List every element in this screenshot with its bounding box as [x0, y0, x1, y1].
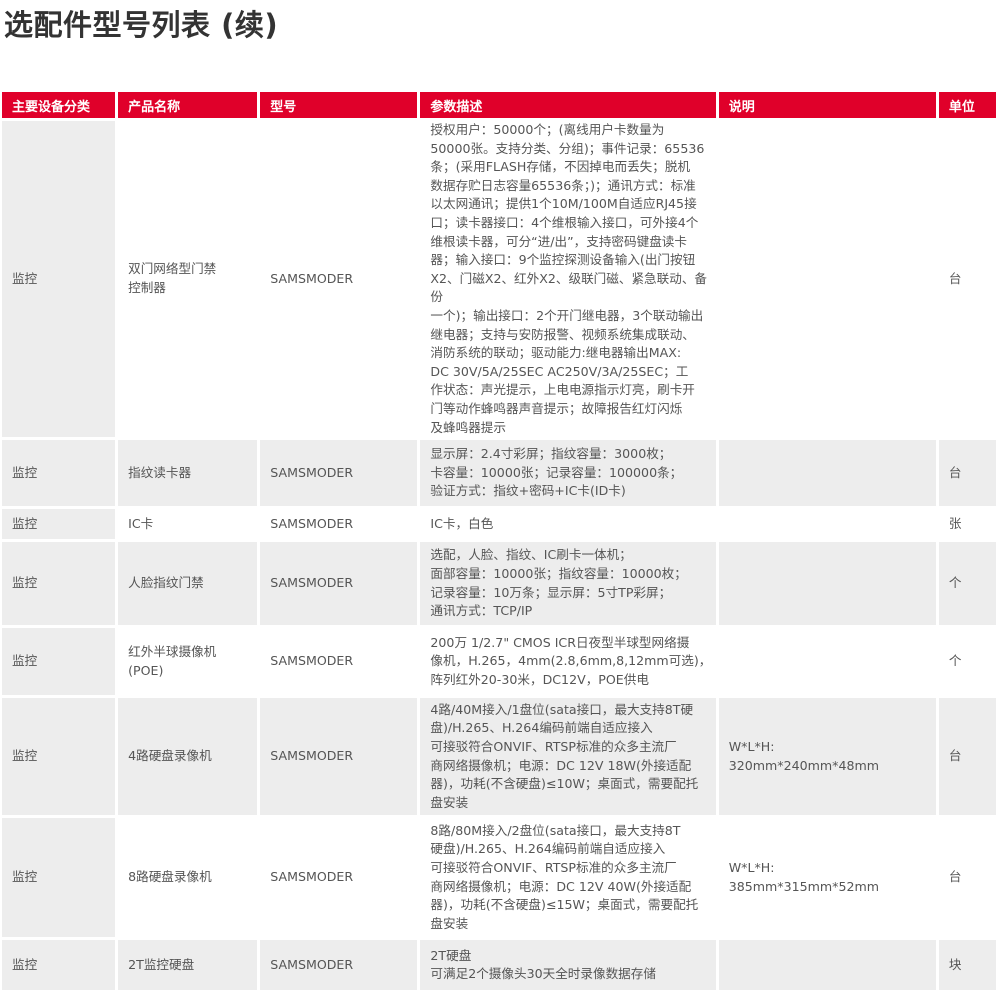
table-header: 主要设备分类 产品名称 型号 参数描述 说明 单位 — [2, 92, 996, 118]
cell-name: 2T监控硬盘 — [118, 940, 258, 991]
table-row: 监控 指纹读卡器 SAMSMODER 显示屏：2.4寸彩屏；指纹容量：3000枚； 卡… — [2, 440, 996, 507]
cell-category: 监控 — [2, 698, 116, 816]
cell-category: 监控 — [2, 509, 116, 540]
cell-model: SAMSMODER — [270, 653, 354, 669]
cell-name: 人脸指纹门禁 — [118, 542, 258, 626]
cell-unit: 台 — [948, 869, 962, 885]
cell-category: 监控 — [2, 940, 116, 991]
cell-model: SAMSMODER — [260, 698, 418, 816]
table-row: 监控 4路硬盘录像机 SAMSMODER 4路/40M接入/1盘位(sata接口，最大… — [2, 698, 996, 816]
cell-note — [718, 542, 936, 626]
cell-name: IC卡 — [128, 515, 154, 531]
cell-params: IC卡，白色 — [430, 515, 494, 531]
header-unit: 单位 — [938, 92, 996, 118]
cell-name: 4路硬盘录像机 — [118, 698, 258, 816]
cell-note: W*L*H: 320mm*240mm*48mm — [718, 698, 936, 816]
cell-note — [718, 940, 936, 991]
cell-unit: 台 — [938, 440, 996, 507]
cell-params: 4路/40M接入/1盘位(sata接口，最大支持8T硬 盘)/H.265、H.2… — [420, 698, 716, 816]
cell-category: 监控 — [2, 440, 116, 507]
cell-model: SAMSMODER — [270, 270, 354, 286]
cell-unit: 张 — [948, 515, 962, 531]
cell-unit: 个 — [938, 542, 996, 626]
cell-params: 授权用户：50000个；(离线用户卡数量为 50000张。支持分类、分组)；事件… — [430, 122, 708, 435]
cell-params: 显示屏：2.4寸彩屏；指纹容量：3000枚； 卡容量：10000张；记录容量：1… — [420, 440, 716, 507]
cell-params: 选配，人脸、指纹、IC刷卡一体机； 面部容量：10000张；指纹容量：10000… — [420, 542, 716, 626]
header-name: 产品名称 — [118, 92, 258, 118]
table-row: 监控 双门网络型门禁 控制器 SAMSMODER 授权用户：50000个；(离线用户卡… — [2, 121, 996, 438]
cell-name: 8路硬盘录像机 — [128, 869, 212, 885]
cell-params: 8路/80M接入/2盘位(sata接口，最大支持8T 硬盘)/H.265、H.2… — [430, 822, 699, 931]
cell-model: SAMSMODER — [260, 542, 418, 626]
table-row: 监控 2T监控硬盘 SAMSMODER 2T硬盘 可满足2个摄像头30天全时录像数据存… — [2, 940, 996, 991]
cell-model: SAMSMODER — [260, 440, 418, 507]
cell-model: SAMSMODER — [260, 940, 418, 991]
cell-name: 指纹读卡器 — [118, 440, 258, 507]
cell-params: 2T硬盘 可满足2个摄像头30天全时录像数据存储 — [420, 940, 716, 991]
cell-category: 监控 — [2, 121, 116, 438]
table-row: 监控 人脸指纹门禁 SAMSMODER 选配，人脸、指纹、IC刷卡一体机； 面部容量：… — [2, 542, 996, 626]
cell-name: 双门网络型门禁 控制器 — [128, 261, 217, 296]
cell-note — [719, 121, 936, 437]
cell-note — [718, 440, 936, 507]
header-note: 说明 — [718, 92, 936, 118]
table-row: 监控 红外半球摄像机 (POE) SAMSMODER 200万 1/2.7" CMOS… — [2, 628, 996, 696]
table-row: 监控 8路硬盘录像机 SAMSMODER 8路/80M接入/2盘位(sata接口，最大… — [2, 818, 996, 938]
cell-model: SAMSMODER — [270, 869, 354, 885]
cell-note — [719, 509, 936, 539]
cell-unit: 台 — [938, 698, 996, 816]
header-model: 型号 — [260, 92, 418, 118]
cell-unit: 块 — [938, 940, 996, 991]
cell-category: 监控 — [2, 542, 116, 626]
page-title: 选配件型号列表 (续) — [4, 8, 279, 42]
header-category: 主要设备分类 — [2, 92, 116, 118]
header-params: 参数描述 — [420, 92, 716, 118]
cell-unit: 个 — [948, 653, 962, 669]
cell-model: SAMSMODER — [270, 515, 354, 531]
cell-note: W*L*H: 385mm*315mm*52mm — [728, 860, 880, 894]
cell-category: 监控 — [2, 818, 116, 938]
cell-params: 200万 1/2.7" CMOS ICR日夜型半球型网络摄 像机，H.265，4… — [430, 634, 712, 687]
cell-note — [719, 628, 936, 695]
table-row: 监控 IC卡 SAMSMODER IC卡，白色 张 — [2, 509, 996, 540]
cell-name: 红外半球摄像机 (POE) — [128, 644, 217, 678]
cell-unit: 台 — [948, 270, 962, 286]
cell-category: 监控 — [2, 628, 116, 696]
accessory-table: 主要设备分类 产品名称 型号 参数描述 说明 单位 监控 双门网络型门禁 控制器 S… — [0, 89, 999, 993]
